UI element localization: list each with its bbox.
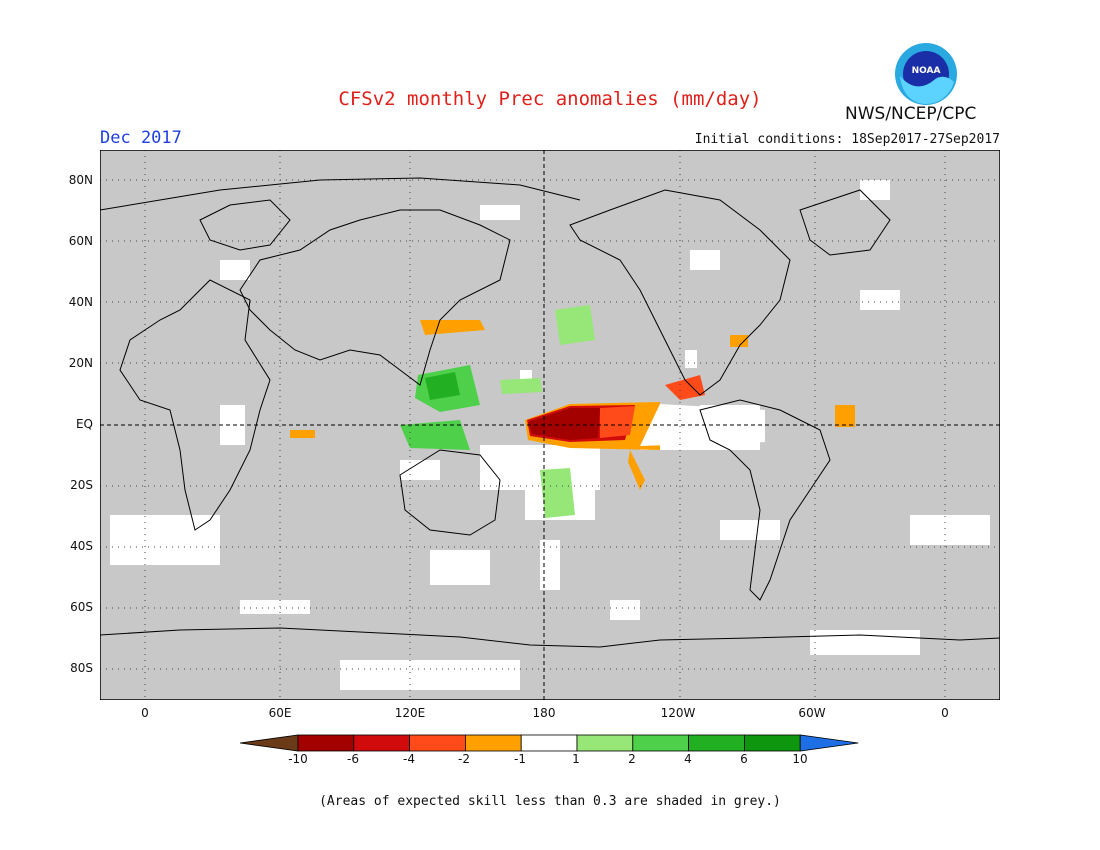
colorbar-bin bbox=[297, 734, 355, 752]
colorbar-bin bbox=[464, 734, 522, 752]
colorbar-bin bbox=[632, 734, 689, 752]
logo-text: NOAA bbox=[912, 66, 941, 76]
gulf-dry bbox=[730, 335, 748, 347]
central-pacific-dry-core bbox=[525, 402, 660, 450]
lon-label: 60E bbox=[268, 706, 292, 720]
graticule bbox=[100, 150, 1000, 700]
colorbar-bin bbox=[576, 734, 634, 752]
colorbar-label: 2 bbox=[628, 752, 636, 766]
forecast-month: Dec 2017 bbox=[100, 128, 182, 148]
indian-ocean-dry bbox=[290, 430, 315, 438]
lat-label: 60S bbox=[70, 600, 93, 614]
lat-label: EQ bbox=[75, 417, 93, 431]
colorbar-bin bbox=[353, 734, 411, 752]
central-america-dry bbox=[665, 375, 705, 400]
coastlines bbox=[100, 177, 1000, 648]
colorbar-bin-high-triangle bbox=[799, 734, 859, 752]
colorbar-bin bbox=[409, 734, 466, 752]
colorbar bbox=[240, 734, 859, 752]
lon-label: 60W bbox=[798, 706, 826, 720]
colorbar-bins bbox=[240, 734, 859, 752]
colorbar-label: -4 bbox=[403, 752, 415, 766]
colorbar-bin bbox=[743, 734, 801, 752]
colorbar-label: -6 bbox=[347, 752, 359, 766]
eastern-pacific-dry-tongue bbox=[628, 450, 645, 490]
lat-label: 20S bbox=[70, 478, 93, 492]
lat-label: 40S bbox=[70, 539, 93, 553]
colorbar-label: -1 bbox=[514, 752, 526, 766]
lon-label: 0 bbox=[141, 706, 149, 720]
noaa-logo: NOAA bbox=[895, 43, 957, 105]
colorbar-label: -10 bbox=[288, 752, 308, 766]
lat-label: 60N bbox=[68, 234, 93, 248]
colorbar-label: 1 bbox=[572, 752, 580, 766]
brazil-dry bbox=[835, 405, 855, 427]
chart-title: CFSv2 monthly Prec anomalies (mm/day) bbox=[338, 88, 762, 110]
colorbar-label: 6 bbox=[740, 752, 748, 766]
lon-label: 120E bbox=[394, 706, 426, 720]
lon-label: 0 bbox=[941, 706, 949, 720]
lat-label: 80N bbox=[68, 173, 93, 187]
skill-footnote: (Areas of expected skill less than 0.3 a… bbox=[319, 794, 781, 809]
initial-conditions: Initial conditions: 18Sep2017-27Sep2017 bbox=[694, 132, 1000, 147]
lon-label: 180 bbox=[532, 706, 556, 720]
lat-label: 20N bbox=[68, 356, 93, 370]
maritime-continent-wet bbox=[400, 305, 595, 518]
lat-label: 40N bbox=[68, 295, 93, 309]
lon-label: 120W bbox=[660, 706, 696, 720]
colorbar-bin bbox=[688, 734, 745, 752]
lat-label: 80S bbox=[70, 661, 93, 675]
agency-label: NWS/NCEP/CPC bbox=[845, 104, 977, 124]
anomaly-map bbox=[100, 150, 1000, 700]
logo-wave bbox=[900, 76, 954, 104]
colorbar-label: 4 bbox=[684, 752, 692, 766]
colorbar-bin bbox=[520, 734, 578, 752]
colorbar-bin-low-triangle bbox=[240, 734, 299, 752]
colorbar-label: -2 bbox=[458, 752, 470, 766]
colorbar-label: 10 bbox=[792, 752, 808, 766]
